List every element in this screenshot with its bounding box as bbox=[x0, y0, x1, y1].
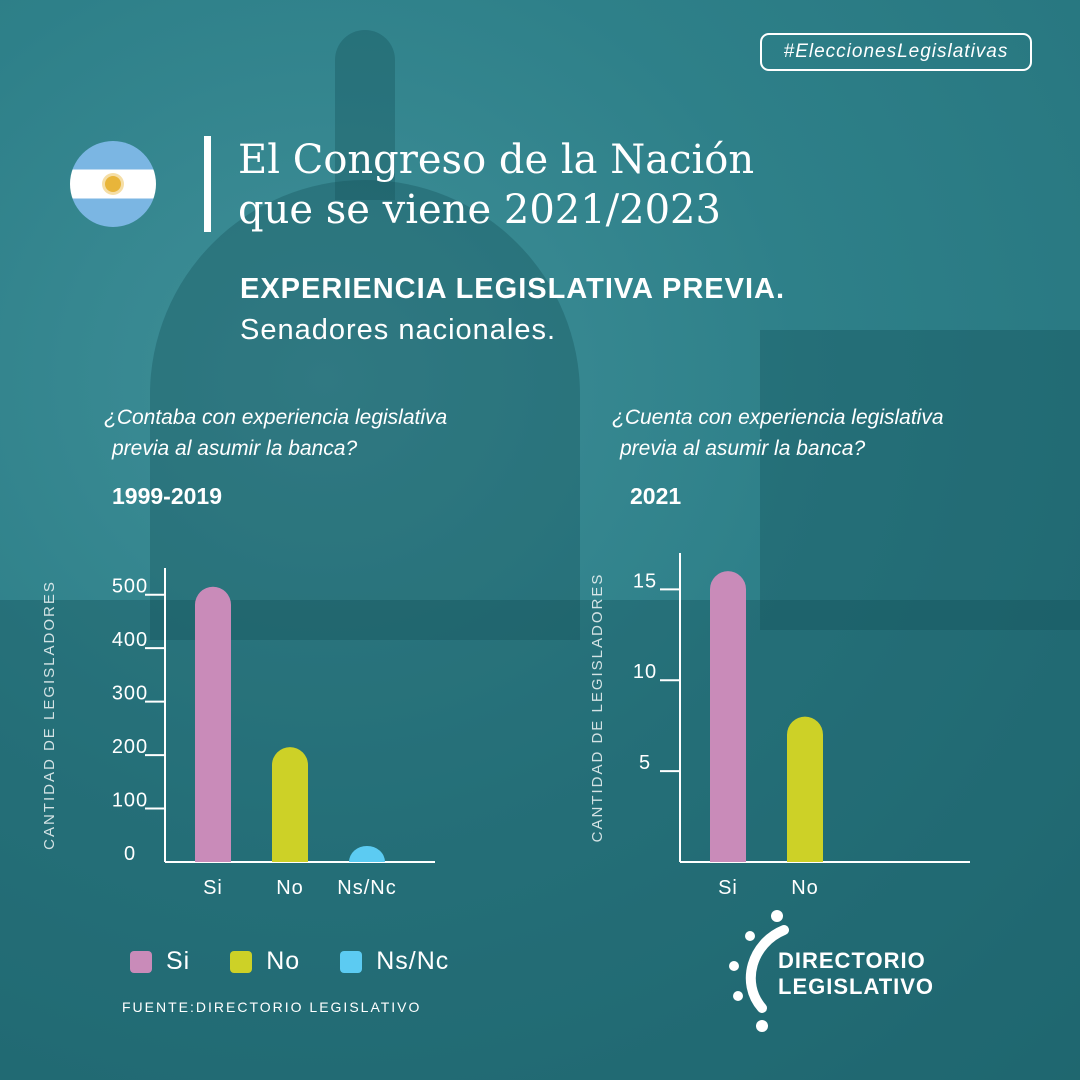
title-divider bbox=[204, 136, 211, 232]
legend-label-si: Si bbox=[166, 947, 191, 975]
bar-si bbox=[195, 586, 231, 862]
left-question-line-1: ¿Contaba con experiencia legislativa bbox=[104, 406, 448, 429]
legend-swatch-si bbox=[130, 950, 152, 973]
hashtag-badge: #EleccionesLegislativas bbox=[760, 33, 1032, 71]
argentina-flag-icon bbox=[70, 141, 156, 227]
bar-no bbox=[272, 747, 308, 862]
left-period: 1999-2019 bbox=[112, 483, 222, 509]
sun-icon bbox=[105, 176, 121, 192]
legend-item-si: Si bbox=[130, 947, 190, 976]
y-tick-label: 100 bbox=[112, 790, 148, 812]
title-line-2: que se viene 2021/2023 bbox=[238, 187, 721, 233]
legend-swatch-no bbox=[230, 950, 253, 973]
x-tick-label: No bbox=[276, 877, 304, 899]
x-tick-label: Si bbox=[203, 877, 223, 899]
y-tick-label: 15 bbox=[633, 570, 657, 592]
dome-silhouette bbox=[150, 180, 580, 640]
bar-no bbox=[787, 716, 823, 862]
right-period: 2021 bbox=[630, 483, 682, 509]
bar-chart-1999-2019: 0 100 200 300 400 500 CANTIDAD DE LEGISLADORES… bbox=[41, 568, 435, 899]
bar-chart-2021: 5 10 15 CANTIDAD DE LEGISLADORES Si No bbox=[589, 553, 970, 899]
legend-item-no: No bbox=[230, 947, 300, 976]
building-silhouette bbox=[0, 600, 1080, 1080]
legend-swatch-nsnc bbox=[340, 950, 363, 973]
legend-item-nsnc: Ns/Nc bbox=[340, 947, 449, 976]
y-axis-label: CANTIDAD DE LEGISLADORES bbox=[589, 573, 606, 843]
y-tick-label: 5 bbox=[639, 752, 651, 774]
left-question: ¿Contaba con experiencia legislativa pre… bbox=[104, 402, 447, 464]
section-heading: EXPERIENCIA LEGISLATIVA PREVIA. bbox=[240, 273, 786, 305]
right-question-line-1: ¿Cuenta con experiencia legislativa bbox=[612, 406, 944, 429]
directorio-legislativo-logo-icon bbox=[729, 910, 789, 1032]
bar-si bbox=[710, 571, 746, 862]
legend: Si No Ns/Nc bbox=[130, 947, 489, 976]
right-question: ¿Cuenta con experiencia legislativa prev… bbox=[612, 402, 944, 464]
y-axis-label: CANTIDAD DE LEGISLADORES bbox=[41, 580, 58, 850]
logo-text: DIRECTORIO LEGISLATIVO bbox=[778, 948, 934, 1000]
y-tick-label: 10 bbox=[633, 661, 657, 683]
right-question-line-2: previa al asumir la banca? bbox=[620, 437, 866, 460]
legend-label-no: No bbox=[266, 947, 301, 975]
y-tick-label: 400 bbox=[112, 629, 148, 651]
bar-nsnc bbox=[349, 845, 385, 862]
left-question-line-2: previa al asumir la banca? bbox=[112, 437, 358, 460]
right-wing-silhouette bbox=[760, 330, 1080, 630]
page-title: El Congreso de la Nación que se viene 20… bbox=[238, 135, 858, 235]
legend-label-nsnc: Ns/Nc bbox=[376, 947, 450, 975]
source-note: FUENTE:DIRECTORIO LEGISLATIVO bbox=[122, 999, 422, 1015]
cupola-silhouette bbox=[335, 30, 395, 200]
x-tick-label: Si bbox=[718, 877, 738, 899]
x-tick-label: Ns/Nc bbox=[337, 877, 396, 899]
y-tick-label: 500 bbox=[112, 576, 148, 598]
logo-line-1: DIRECTORIO bbox=[778, 948, 926, 973]
logo-line-2: LEGISLATIVO bbox=[778, 974, 935, 999]
y-tick-label: 200 bbox=[112, 736, 148, 758]
section-subheading: Senadores nacionales. bbox=[240, 314, 557, 346]
y-tick-label: 0 bbox=[124, 843, 136, 865]
y-tick-label: 300 bbox=[112, 683, 148, 705]
x-tick-label: No bbox=[791, 877, 819, 899]
title-line-1: El Congreso de la Nación bbox=[238, 137, 755, 183]
